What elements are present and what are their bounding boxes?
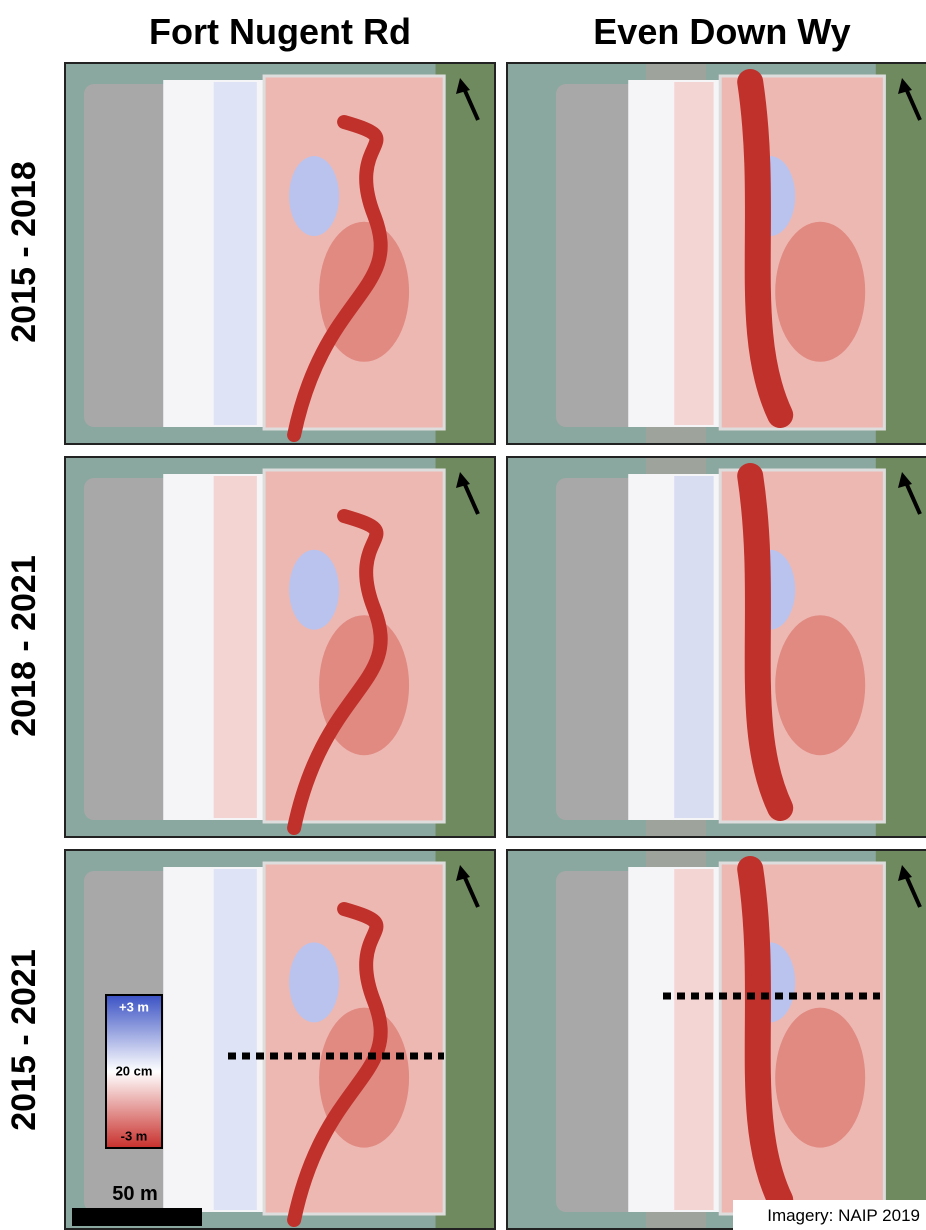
beach-tint [214, 869, 257, 1210]
beach-tint [674, 82, 713, 425]
row-title: 2018 - 2021 [5, 555, 43, 737]
column-title: Even Down Wy [593, 11, 850, 52]
legend-label: 20 cm [116, 1063, 153, 1078]
beach-tint [214, 82, 257, 425]
gain-patch [289, 156, 339, 236]
figure: Fort Nugent Rd Even Down Wy 2015 - 2018 … [0, 0, 926, 1230]
loss-patch [775, 222, 865, 362]
scale-rect [72, 1208, 202, 1226]
map-panel [506, 62, 926, 445]
beach-tint [214, 476, 257, 818]
map-panel [64, 62, 522, 445]
row-title: 2015 - 2021 [5, 949, 43, 1131]
legend-label: +3 m [119, 999, 149, 1014]
map-panel [506, 849, 926, 1230]
legend-label: -3 m [121, 1128, 148, 1143]
credit-text: Imagery: NAIP 2019 [767, 1206, 920, 1225]
loss-patch [775, 1008, 865, 1148]
row-title: 2015 - 2018 [5, 161, 43, 343]
loss-patch [775, 615, 865, 755]
map-panel [64, 456, 522, 838]
scale-label: 50 m [112, 1183, 158, 1205]
gain-patch [289, 550, 339, 630]
gain-patch [289, 942, 339, 1022]
credit: Imagery: NAIP 2019 [733, 1200, 926, 1230]
map-panel [506, 456, 926, 838]
beach-tint [674, 869, 713, 1210]
map-panels [64, 62, 926, 1230]
beach-tint [674, 476, 713, 818]
column-title: Fort Nugent Rd [149, 11, 411, 52]
legend: +3 m 20 cm -3 m [106, 995, 162, 1148]
